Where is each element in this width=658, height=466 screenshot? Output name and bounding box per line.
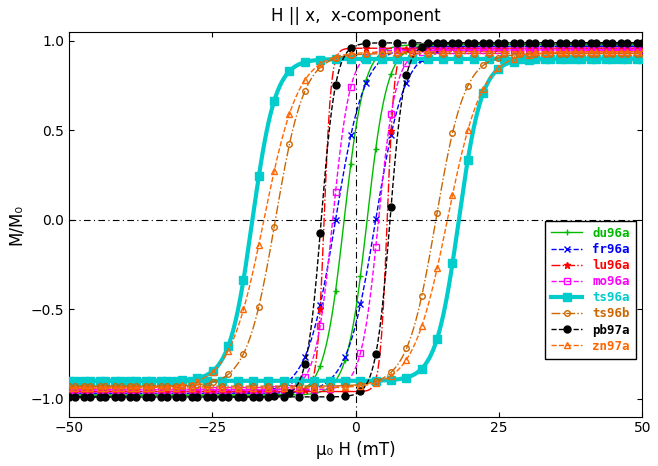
Legend: du96a, fr96a, lu96a, mo96a, ts96a, ts96b, pb97a, zn97a: du96a, fr96a, lu96a, mo96a, ts96a, ts96b… <box>545 220 636 359</box>
Title: H || x,  x-component: H || x, x-component <box>271 7 440 25</box>
X-axis label: μ₀ H (mT): μ₀ H (mT) <box>316 441 395 459</box>
Y-axis label: M/M₀: M/M₀ <box>7 204 25 245</box>
